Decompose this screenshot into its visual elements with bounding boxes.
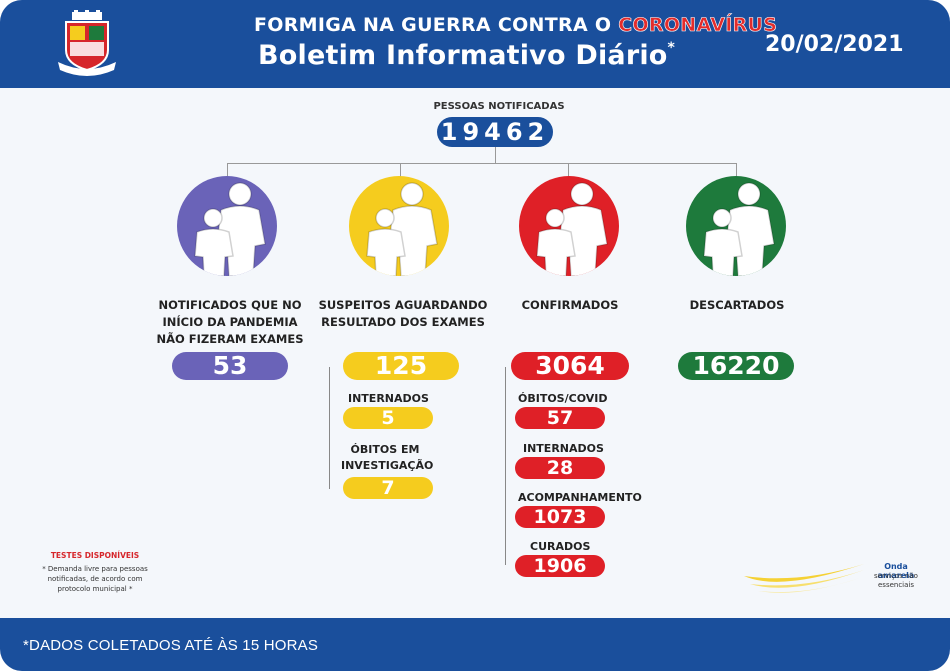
family-icon (177, 176, 277, 276)
suspects-detail-connector (329, 367, 330, 489)
confirmed-detail-connector (505, 367, 506, 565)
tree-connector (736, 163, 737, 177)
tree-connector (227, 163, 228, 177)
header-bar (0, 0, 950, 88)
monitoring-label: ACOMPANHAMENTO (518, 491, 642, 504)
recovered-count: 1906 (515, 555, 605, 577)
tree-connector (400, 163, 401, 177)
suspects-count: 125 (343, 352, 459, 380)
yellow-wave-note: serviços não essenciais (874, 572, 918, 589)
notified-label: PESSOAS NOTIFICADAS (433, 101, 565, 112)
campaign-title: FORMIGA NA GUERRA CONTRA O CORONAVÍRUS (254, 14, 778, 37)
yellow-wave-title: Onda amarela (877, 562, 915, 580)
family-icon (349, 176, 449, 276)
formiga-crest-icon (58, 10, 116, 76)
tree-connector (495, 147, 496, 163)
tests-available-title: TESTES DISPONÍVEIS (50, 551, 140, 560)
suspects-hospitalized-count: 5 (343, 407, 433, 429)
covid-deaths-count: 57 (515, 407, 605, 429)
category-label-discarded: DESCARTADOS (689, 298, 785, 312)
yellow-wave-icon (744, 564, 864, 593)
recovered-label: CURADOS (530, 540, 591, 553)
category-label-confirmed: CONFIRMADOS (521, 298, 619, 312)
tree-connector (227, 163, 736, 164)
bulletin-title: Boletim Informativo Diário* (258, 40, 676, 71)
deaths-under-investigation-label: ÓBITOS EM INVESTIGAÇÃO (341, 443, 434, 472)
monitoring-count: 1073 (515, 506, 605, 528)
covid-deaths-label: ÓBITOS/COVID (518, 392, 608, 405)
discarded-count: 16220 (678, 352, 794, 380)
confirmed-count: 3064 (511, 352, 629, 380)
suspects-hospitalized-label: INTERNADOS (348, 392, 429, 405)
tests-available-note: * Demanda livre para pessoas notificadas… (42, 565, 148, 593)
notified-total: 19462 (437, 117, 553, 147)
category-label-not-tested: NOTIFICADOS QUE NO INÍCIO DA PANDEMIA NÃ… (156, 298, 304, 346)
confirmed-hospitalized-count: 28 (515, 457, 605, 479)
data-collection-note: *DADOS COLETADOS ATÉ ÀS 15 HORAS (23, 637, 319, 654)
tree-connector (568, 163, 569, 177)
bulletin-date: 20/02/2021 (765, 32, 904, 57)
family-icon (519, 176, 619, 276)
family-icon (686, 176, 786, 276)
footer-bar (0, 618, 950, 671)
category-label-suspects: SUSPEITOS AGUARDANDO RESULTADO DOS EXAME… (318, 298, 488, 329)
confirmed-hospitalized-label: INTERNADOS (523, 442, 604, 455)
deaths-under-investigation-count: 7 (343, 477, 433, 499)
not-tested-count: 53 (172, 352, 288, 380)
coronavirus-highlight: CORONAVÍRUS (618, 14, 778, 37)
